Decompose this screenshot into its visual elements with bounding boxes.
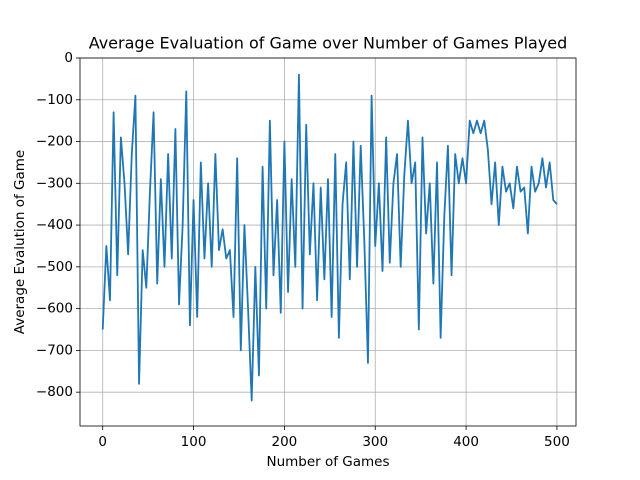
x-tick-label: 100 xyxy=(181,434,207,450)
y-tick-label: −800 xyxy=(36,384,73,400)
data-line xyxy=(101,73,558,402)
y-tick-label: −600 xyxy=(36,301,73,317)
x-tick-label: 500 xyxy=(544,434,570,450)
plot-frame xyxy=(79,57,577,427)
y-tick-label: 0 xyxy=(64,50,73,66)
y-tick-label: −200 xyxy=(36,134,73,150)
x-tick-label: 200 xyxy=(272,434,298,450)
y-tick-label: −500 xyxy=(36,259,73,275)
x-tick-label: 0 xyxy=(98,434,107,450)
y-axis-label: Average Evalution of Game xyxy=(12,150,28,334)
chart-title: Average Evaluation of Game over Number o… xyxy=(89,34,568,53)
y-tick-label: −700 xyxy=(36,342,73,358)
x-tick-label: 400 xyxy=(453,434,479,450)
x-tick-label: 300 xyxy=(362,434,388,450)
y-tick-label: −300 xyxy=(36,175,73,191)
y-tick-label: −100 xyxy=(36,92,73,108)
x-axis-label: Number of Games xyxy=(266,454,389,470)
y-tick-label: −400 xyxy=(36,217,73,233)
